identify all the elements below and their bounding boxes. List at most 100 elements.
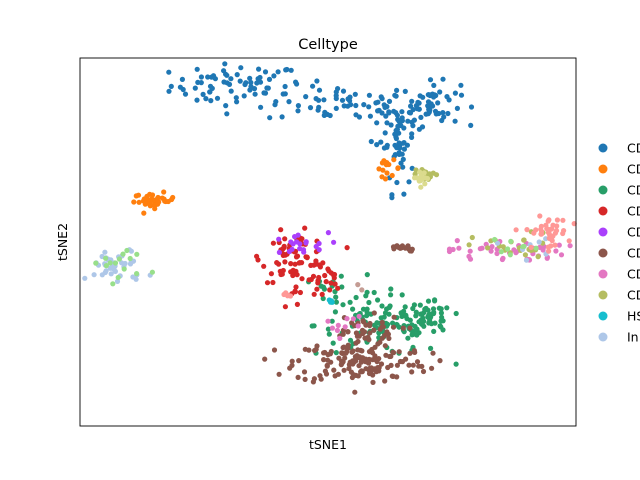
scatter-point-series-5 [327,351,333,357]
scatter-point-series-3 [332,281,338,287]
scatter-point-series-5 [403,356,409,362]
scatter-point-series-2 [333,350,339,356]
scatter-point-series-5 [318,376,324,382]
scatter-point-series-9 [102,249,108,255]
scatter-point-series-0 [468,104,475,110]
scatter-point-series-3 [335,285,341,291]
scatter-point-series-0 [452,90,458,96]
scatter-point-series-0 [353,102,359,109]
scatter-point-series-1 [133,193,139,199]
scatter-point-series-4 [276,249,282,255]
scatter-point-series-0 [194,66,200,72]
scatter-point-series-0 [179,76,185,82]
scatter-point-series-0 [441,114,447,120]
scatter-point-series-3 [311,291,317,297]
scatter-point-series-0 [237,78,243,84]
scatter-point-series-5 [344,346,351,352]
scatter-point-series-0 [366,92,372,98]
scatter-point-series-2 [382,310,389,316]
scatter-point-series-0 [401,146,407,152]
scatter-point-series-2 [388,292,394,298]
scatter-point-series-5 [289,358,295,364]
scatter-point-series-2 [321,286,327,292]
scatter-point-series-0 [401,191,407,197]
scatter-point-series-10 [107,260,113,266]
scatter-point-series-0 [366,104,372,110]
scatter-point-series-0 [256,66,262,72]
scatter-point-series-12 [422,181,428,187]
scatter-point-series-5 [420,368,427,375]
scatter-point-series-0 [392,92,398,98]
scatter-point-series-0 [288,67,294,73]
scatter-point-series-3 [315,278,321,284]
scatter-point-series-3 [292,289,298,295]
scatter-point-series-0 [386,110,392,116]
scatter-point-series-2 [444,305,450,311]
scatter-point-series-0 [458,82,464,88]
scatter-point-series-5 [262,356,268,362]
scatter-point-series-5 [310,379,316,385]
scatter-point-series-0 [294,81,300,87]
scatter-point-series-0 [341,103,347,109]
scatter-point-series-10 [134,271,140,277]
scatter-point-series-0 [195,79,201,85]
scatter-point-series-0 [316,104,322,110]
scatter-point-series-9 [110,264,116,270]
chart-title: Celltype [298,37,358,53]
scatter-point-series-0 [257,79,264,85]
scatter-point-series-3 [281,243,287,249]
scatter-point-series-0 [333,93,339,99]
scatter-point-series-1 [155,194,161,201]
scatter-point-series-3 [327,287,333,293]
scatter-point-series-0 [258,104,264,110]
scatter-point-series-3 [292,261,298,267]
scatter-point-series-2 [431,328,437,334]
scatter-point-series-3 [282,304,288,310]
scatter-point-series-0 [405,118,411,124]
scatter-point-series-2 [364,272,370,278]
legend-marker [598,143,608,153]
scatter-point-series-2 [418,317,424,323]
scatter-point-series-2 [396,324,402,330]
scatter-point-series-0 [267,115,273,121]
scatter-point-series-4 [286,248,292,255]
scatter-point-series-2 [333,294,339,300]
scatter-point-series-0 [399,151,405,157]
scatter-point-series-0 [383,113,389,119]
scatter-point-series-1 [136,199,142,205]
scatter-point-series-2 [374,320,380,326]
scatter-point-series-5 [382,343,388,349]
scatter-point-series-0 [400,164,406,170]
scatter-point-series-0 [407,110,414,116]
scatter-point-series-0 [454,105,460,111]
scatter-point-series-5 [400,325,406,331]
scatter-point-series-2 [330,340,336,346]
scatter-point-series-4 [303,240,309,246]
scatter-point-series-0 [431,82,437,88]
scatter-point-series-0 [265,85,271,91]
scatter-point-series-11 [553,228,560,234]
scatter-point-series-5 [360,318,366,324]
scatter-point-series-9 [108,271,114,277]
scatter-point-series-0 [177,84,183,90]
scatter-point-series-5 [295,374,301,380]
scatter-point-series-10 [533,245,539,251]
scatter-point-series-6 [456,245,462,251]
scatter-point-series-1 [152,206,158,212]
scatter-point-series-1 [384,170,390,176]
scatter-point-series-5 [377,339,383,345]
scatter-point-series-11 [513,227,519,233]
scatter-point-series-0 [316,87,323,93]
scatter-point-series-4 [301,249,307,255]
scatter-point-series-5 [343,350,349,356]
scatter-point-series-3 [254,253,260,259]
scatter-point-series-3 [282,236,288,242]
scatter-point-series-2 [453,361,459,367]
scatter-point-series-5 [287,365,293,371]
scatter-point-series-7 [521,237,527,243]
scatter-point-series-1 [379,174,385,180]
scatter-point-series-2 [411,302,417,308]
scatter-point-series-6 [499,256,505,263]
